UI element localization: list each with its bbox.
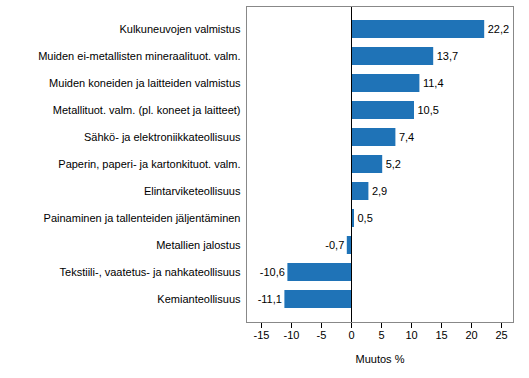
svg-text:0: 0 (348, 329, 354, 341)
svg-text:Muiden koneiden ja laitteiden: Muiden koneiden ja laitteiden valmistus (49, 77, 241, 89)
svg-text:20: 20 (465, 329, 477, 341)
svg-text:0,5: 0,5 (358, 212, 373, 224)
svg-text:Sähkö- ja elektroniikkateollis: Sähkö- ja elektroniikkateollisuus (84, 131, 241, 143)
svg-text:Tekstiili-, vaatetus- ja nahka: Tekstiili-, vaatetus- ja nahkateollisuus (60, 266, 241, 278)
svg-text:Kemianteollisuus: Kemianteollisuus (157, 293, 241, 305)
svg-text:Metallituot. valm. (pl. koneet: Metallituot. valm. (pl. koneet ja laitte… (53, 104, 241, 116)
svg-text:2,9: 2,9 (372, 185, 387, 197)
svg-text:10: 10 (405, 329, 417, 341)
svg-text:Elintarviketeollisuus: Elintarviketeollisuus (144, 185, 241, 197)
svg-text:15: 15 (435, 329, 447, 341)
svg-text:22,2: 22,2 (488, 23, 509, 35)
svg-text:10,5: 10,5 (418, 104, 439, 116)
svg-text:11,4: 11,4 (423, 77, 444, 89)
svg-text:-15: -15 (254, 329, 270, 341)
svg-text:7,4: 7,4 (399, 131, 414, 143)
svg-text:-10,6: -10,6 (260, 266, 285, 278)
svg-text:Muutos %: Muutos % (356, 353, 405, 365)
svg-text:13,7: 13,7 (437, 50, 458, 62)
svg-text:5: 5 (378, 329, 384, 341)
svg-text:Kulkuneuvojen valmistus: Kulkuneuvojen valmistus (119, 23, 241, 35)
svg-text:Paperin, paperi- ja kartonkitu: Paperin, paperi- ja kartonkituot. valm. (58, 158, 240, 170)
svg-text:Metallien jalostus: Metallien jalostus (156, 239, 241, 251)
svg-text:-5: -5 (317, 329, 327, 341)
svg-text:-11,1: -11,1 (258, 293, 282, 305)
svg-text:Painaminen ja tallenteiden jäl: Painaminen ja tallenteiden jäljentäminen (44, 212, 241, 224)
svg-text:Muiden ei-metallisten mineraal: Muiden ei-metallisten mineraalituot. val… (38, 50, 240, 62)
svg-text:25: 25 (495, 329, 507, 341)
svg-text:-10: -10 (284, 329, 300, 341)
svg-text:-0,7: -0,7 (325, 239, 344, 251)
svg-text:5,2: 5,2 (386, 158, 401, 170)
